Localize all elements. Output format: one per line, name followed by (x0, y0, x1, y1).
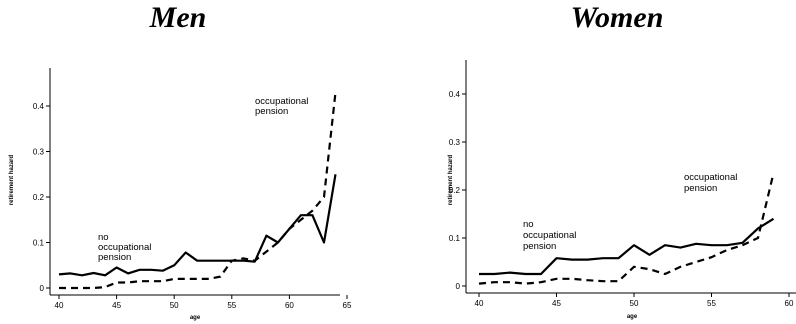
men-y-tick-label: 0.1 (33, 239, 45, 248)
men-x-tick-label: 65 (343, 301, 352, 310)
women-y-tick-label: 0 (456, 282, 461, 291)
men-panel-title: Men (149, 1, 207, 34)
women-y-tick-label: 0.1 (449, 234, 461, 243)
men-y-ticks: 0 0.1 0.2 0.3 0.4 (33, 102, 50, 293)
women-y-tick-label: 0.2 (449, 186, 461, 195)
men-annotation-pension-line-1: occupational (255, 96, 308, 107)
women-x-tick-label: 50 (630, 299, 639, 308)
women-y-axis-label: retirement hazard (448, 154, 454, 205)
men-annotation-pension: occupational pension (255, 96, 311, 117)
women-x-axis-label: age (627, 314, 638, 320)
men-x-tick-label: 50 (170, 301, 179, 310)
women-annotation-no-pension-line-2: occupational (523, 230, 576, 241)
men-annotation-no-pension-line-2: occupational (98, 242, 151, 253)
men-y-tick-label: 0.2 (33, 193, 45, 202)
women-x-tick-label: 40 (475, 299, 484, 308)
men-annotation-no-pension-line-3: pension (98, 252, 131, 263)
women-annotation-no-pension-line-1: no (523, 219, 534, 230)
women-annotation-no-pension: no occupational pension (523, 219, 579, 252)
women-x-ticks: 40 45 50 55 60 (475, 293, 794, 308)
men-y-tick-label: 0 (40, 284, 45, 293)
women-y-tick-label: 0.3 (449, 138, 461, 147)
women-y-tick-label: 0.4 (449, 90, 461, 99)
women-panel-title: Women (571, 1, 664, 34)
women-annotation-pension-line-2: pension (684, 183, 717, 194)
men-y-tick-label: 0.4 (33, 102, 45, 111)
women-occupational-pension-line (478, 172, 775, 285)
men-y-axis-label: retirement hazard (9, 154, 15, 205)
men-x-tick-label: 55 (227, 301, 236, 310)
women-annotation-pension: occupational pension (684, 172, 740, 194)
men-x-tick-label: 45 (112, 301, 121, 310)
women-x-tick-label: 60 (785, 299, 794, 308)
women-panel: Women 40 45 50 55 60 0 0.1 0.2 0.3 0.4 age retir… (448, 1, 796, 320)
men-annotation-no-pension-line-1: no (98, 232, 109, 243)
men-annotation-no-pension: no occupational pension (98, 232, 154, 263)
men-x-tick-label: 40 (55, 301, 64, 310)
women-y-ticks: 0 0.1 0.2 0.3 0.4 (449, 90, 466, 291)
men-x-ticks: 40 45 50 55 60 65 (55, 295, 352, 310)
women-no-occupational-pension-line (479, 217, 775, 276)
men-x-tick-label: 60 (285, 301, 294, 310)
women-plot-frame (465, 60, 796, 294)
men-annotation-pension-line-2: pension (255, 106, 288, 117)
women-x-tick-label: 55 (707, 299, 716, 308)
men-y-tick-label: 0.3 (33, 148, 45, 157)
women-x-tick-label: 45 (552, 299, 561, 308)
men-x-axis-label: age (190, 315, 201, 321)
women-annotation-no-pension-line-3: pension (523, 241, 556, 252)
men-occupational-pension-line (59, 92, 337, 290)
men-panel: Men 40 45 50 55 60 65 0 0.1 0.2 0.3 0.4 age retir… (9, 1, 352, 321)
women-annotation-pension-line-1: occupational (684, 172, 737, 183)
